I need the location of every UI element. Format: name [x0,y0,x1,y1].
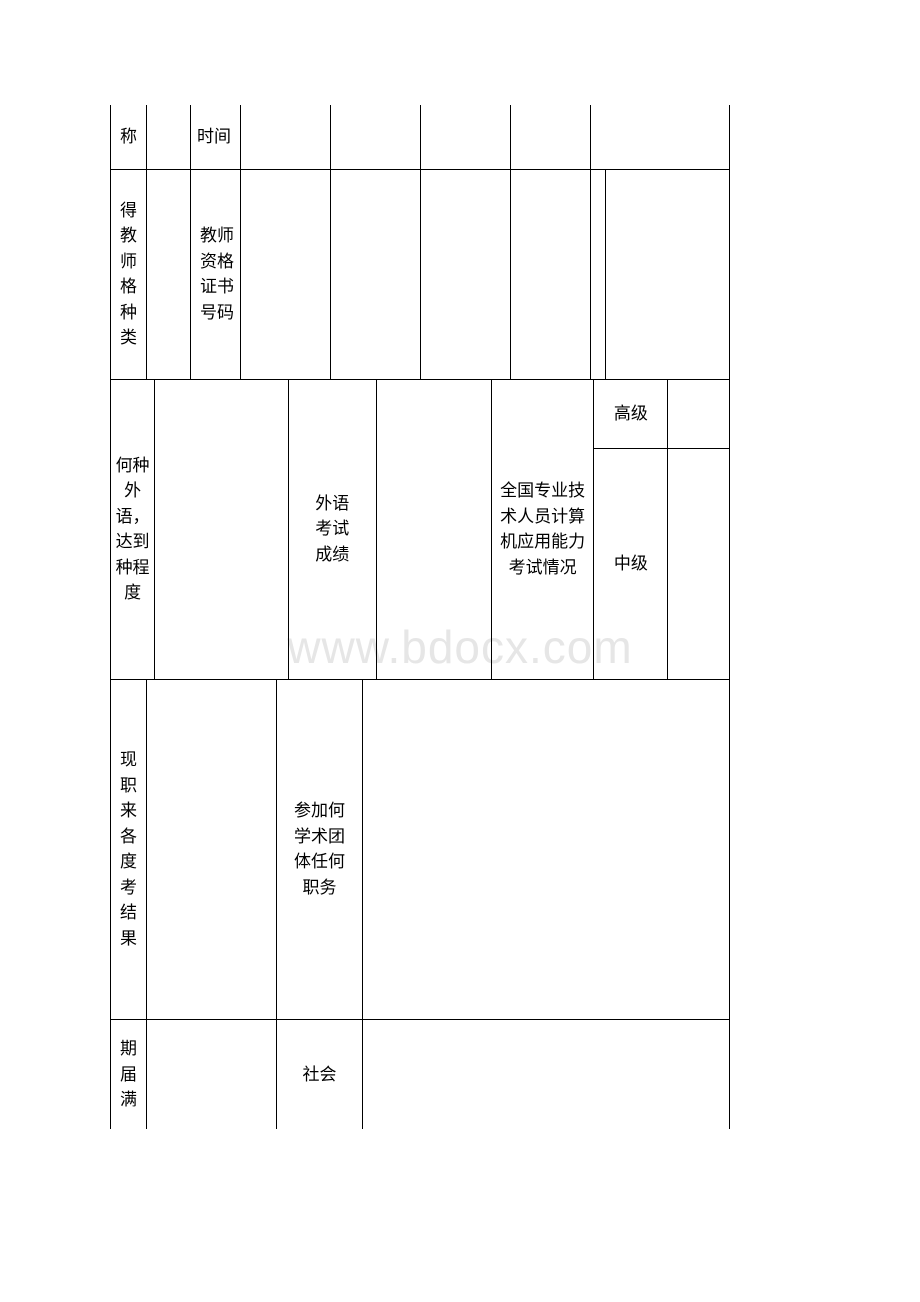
label-academic-org-role: 参加何 学术团 体任何 职务 [277,679,363,1019]
blank-cell [421,169,511,379]
blank-cell [241,105,331,169]
label-society: 社会 [277,1019,363,1129]
label-mid-level: 中级 [594,448,668,679]
label-teacher-cert-number: 教师资格 证书号码 [191,169,241,379]
blank-cell [155,379,288,679]
blank-cell [421,105,511,169]
form-table: 称 时间 得教师 格种类 教师资格 证书号码 [110,105,730,380]
blank-cell [511,169,591,379]
label-annual-review: 现职 来各 度考 结果 [111,679,147,1019]
label-foreign-lang: 何种外语，达到 种程度 [111,379,155,679]
label-national-computer-exam: 全国专业技术人员计算机应用能力考试情况 [491,379,594,679]
label-term-end: 期届满 [111,1019,147,1129]
blank-cell [606,169,730,379]
blank-cell [376,379,491,679]
blank-cell [331,105,421,169]
form-table-section: 现职 来各 度考 结果 参加何 学术团 体任何 职务 [110,679,730,1020]
label-senior-level: 高级 [594,379,668,448]
blank-cell [241,169,331,379]
table-row: 得教师 格种类 教师资格 证书号码 [111,169,730,379]
table-row: 称 时间 [111,105,730,169]
form-table-section: 何种外语，达到 种程度 外语 考试 成绩 全国专业技术人员计算机应用能力考试情况… [110,379,730,680]
blank-cell [147,1019,277,1129]
blank-cell [331,169,421,379]
blank-cell [363,679,730,1019]
blank-cell [511,105,591,169]
blank-cell [363,1019,730,1129]
table-row: 何种外语，达到 种程度 外语 考试 成绩 全国专业技术人员计算机应用能力考试情况… [111,379,730,448]
blank-cell [591,169,606,379]
label-lang-exam-score: 外语 考试 成绩 [288,379,376,679]
blank-cell [668,448,730,679]
blank-cell [668,379,730,448]
table-row: 现职 来各 度考 结果 参加何 学术团 体任何 职务 [111,679,730,1019]
blank-cell [147,679,277,1019]
table-row: 期届满 社会 [111,1019,730,1129]
blank-cell [147,169,191,379]
blank-cell [591,105,730,169]
label-shijian: 时间 [191,105,241,169]
form-table-section: 期届满 社会 [110,1019,730,1130]
label-cheng: 称 [111,105,147,169]
label-teacher-qual-type: 得教师 格种类 [111,169,147,379]
form-page: 称 时间 得教师 格种类 教师资格 证书号码 何种外语，达到 种程度 外语 考试… [110,105,730,1129]
blank-cell [147,105,191,169]
